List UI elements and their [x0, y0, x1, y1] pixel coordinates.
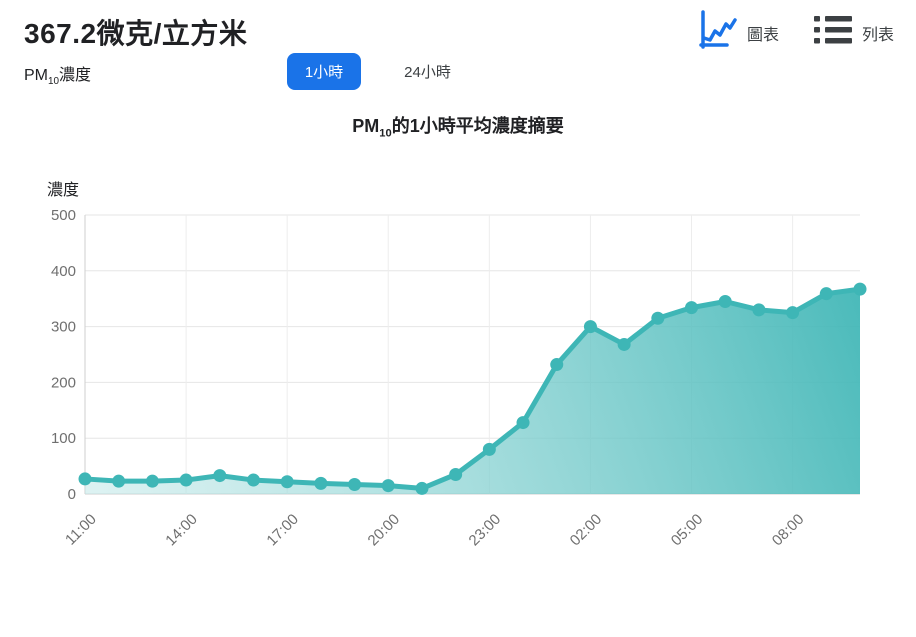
list-icon: [813, 13, 853, 52]
chart-title-subscript: 10: [379, 127, 392, 140]
list-view-button[interactable]: 列表: [813, 10, 894, 55]
pollutant-suffix: 濃度: [59, 67, 92, 84]
y-axis-title: 濃度: [47, 182, 80, 199]
data-point[interactable]: [651, 311, 665, 325]
x-tick-label: 20:00: [365, 511, 404, 550]
x-tick-label: 17:00: [263, 511, 302, 550]
y-tick-label: 400: [51, 263, 76, 280]
y-tick-label: 100: [51, 430, 76, 447]
y-tick-label: 300: [51, 319, 76, 336]
y-tick-label: 500: [51, 207, 76, 224]
data-point[interactable]: [314, 476, 328, 490]
data-point[interactable]: [786, 306, 800, 320]
x-tick-label: 23:00: [466, 511, 505, 550]
y-tick-label: 200: [51, 374, 76, 391]
data-point[interactable]: [819, 287, 833, 301]
data-point[interactable]: [482, 442, 496, 456]
data-point[interactable]: [685, 301, 699, 315]
data-point[interactable]: [381, 479, 395, 493]
chart-title-suffix: 的1小時平均濃度摘要: [391, 116, 564, 136]
data-point[interactable]: [78, 472, 92, 486]
chart-title: PM10的1小時平均濃度摘要: [0, 112, 916, 140]
data-point[interactable]: [752, 303, 766, 317]
data-point[interactable]: [112, 474, 126, 488]
chart-view-button[interactable]: 圖表: [698, 10, 779, 55]
data-point[interactable]: [415, 481, 429, 495]
current-value: 367.2微克/立方米: [24, 18, 248, 49]
data-point[interactable]: [583, 320, 597, 334]
data-point[interactable]: [213, 469, 227, 483]
data-point[interactable]: [617, 337, 631, 351]
pollutant-subscript: 10: [48, 76, 60, 88]
y-tick-label: 0: [68, 486, 76, 503]
view-toggle: 圖表 列表: [698, 10, 894, 55]
tab-1-hour[interactable]: 1小時: [287, 53, 361, 90]
data-point[interactable]: [550, 358, 564, 372]
chart-view-label: 圖表: [746, 26, 779, 44]
x-tick-label: 02:00: [567, 511, 606, 550]
data-point[interactable]: [516, 416, 530, 430]
data-point[interactable]: [246, 473, 260, 487]
pollutant-prefix: PM: [24, 67, 48, 84]
chart-svg: 0 100 200 300 400 500 11:00 14:00 17:00 20:00 23:0…: [51, 207, 867, 550]
x-tick-label: 14:00: [162, 511, 201, 550]
data-point[interactable]: [179, 473, 193, 487]
data-point[interactable]: [718, 294, 732, 308]
chart-title-prefix: PM: [352, 116, 380, 136]
list-view-label: 列表: [861, 26, 894, 44]
x-tick-label: 08:00: [769, 511, 808, 550]
tab-24-hour[interactable]: 24小時: [380, 53, 475, 90]
pollutant-label: PM10濃度: [24, 61, 91, 87]
data-point[interactable]: [348, 478, 362, 492]
line-chart-icon: [698, 10, 738, 55]
area-fill: [85, 289, 860, 494]
data-point[interactable]: [449, 467, 463, 481]
x-tick-label: 05:00: [668, 511, 707, 550]
x-tick-label: 11:00: [62, 511, 100, 549]
data-point[interactable]: [145, 474, 159, 488]
data-point[interactable]: [853, 282, 867, 296]
data-point[interactable]: [280, 475, 294, 489]
